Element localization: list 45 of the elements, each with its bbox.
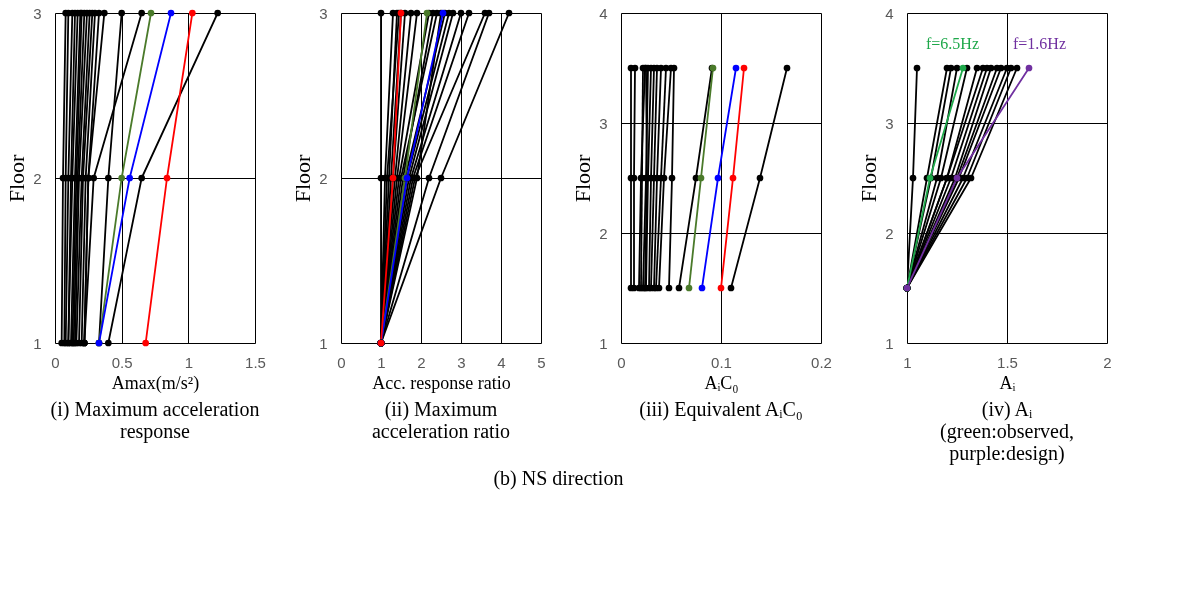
x-tick-label: 1 (377, 353, 386, 371)
x-tick-label: 5 (537, 353, 546, 371)
y-tick-label: 3 (599, 114, 608, 132)
x-tick-label: 0.5 (111, 353, 133, 371)
x-tick-label: 1 (184, 353, 194, 371)
y-tick-label: 4 (599, 4, 608, 22)
y-axis-title: Floor (290, 154, 316, 203)
x-axis-title: Aᵢ (999, 372, 1016, 393)
x-tick-label: 0 (51, 353, 60, 371)
text: (iv) Aᵢ (green:observed, purple:design) (940, 398, 1074, 465)
y-tick-label: 1 (33, 334, 42, 352)
y-tick-label: 1 (885, 334, 894, 352)
text: (i) Maximum acceleration response (50, 398, 260, 443)
x-tick-label: 0.1 (711, 353, 732, 371)
x-tick-label: 4 (497, 353, 506, 371)
x-tick-label: 3 (457, 353, 466, 371)
y-tick-label: 2 (319, 169, 328, 187)
series-label: f=1.6Hz (1013, 35, 1067, 52)
x-tick-label: 0 (617, 353, 626, 371)
y-axis-title: Floor (4, 154, 30, 203)
x-axis-title: Acc. response ratio (372, 372, 511, 393)
y-axis-title: Floor (570, 154, 596, 203)
series-label: f=6.5Hz (925, 35, 979, 52)
x-tick-label: 1.5 (997, 353, 1018, 371)
x-tick-label: 0.2 (811, 353, 832, 371)
y-tick-label: 3 (33, 4, 42, 22)
x-tick-label: 1.5 (245, 353, 266, 371)
x-tick-label: 2 (1103, 353, 1112, 371)
y-tick-label: 3 (885, 114, 894, 132)
y-tick-label: 4 (885, 4, 894, 22)
y-tick-label: 2 (599, 224, 608, 242)
y-tick-label: 2 (885, 224, 894, 242)
text: (iii) Equivalent AᵢC₀ (639, 398, 803, 421)
y-tick-label: 3 (319, 4, 328, 22)
y-tick-label: 2 (33, 169, 42, 187)
text: (ii) Maximum acceleration ratio (371, 398, 511, 442)
x-axis-title: Amax(m/s²) (111, 372, 200, 394)
y-tick-label: 1 (319, 334, 328, 352)
text: (b) NS direction (493, 466, 624, 490)
x-tick-label: 1 (903, 353, 912, 371)
x-tick-label: 2 (417, 353, 426, 371)
x-axis-title: AᵢC₀ (704, 372, 739, 393)
y-axis-title: Floor (856, 154, 882, 203)
y-tick-label: 1 (599, 334, 608, 352)
x-tick-label: 0 (337, 353, 346, 371)
